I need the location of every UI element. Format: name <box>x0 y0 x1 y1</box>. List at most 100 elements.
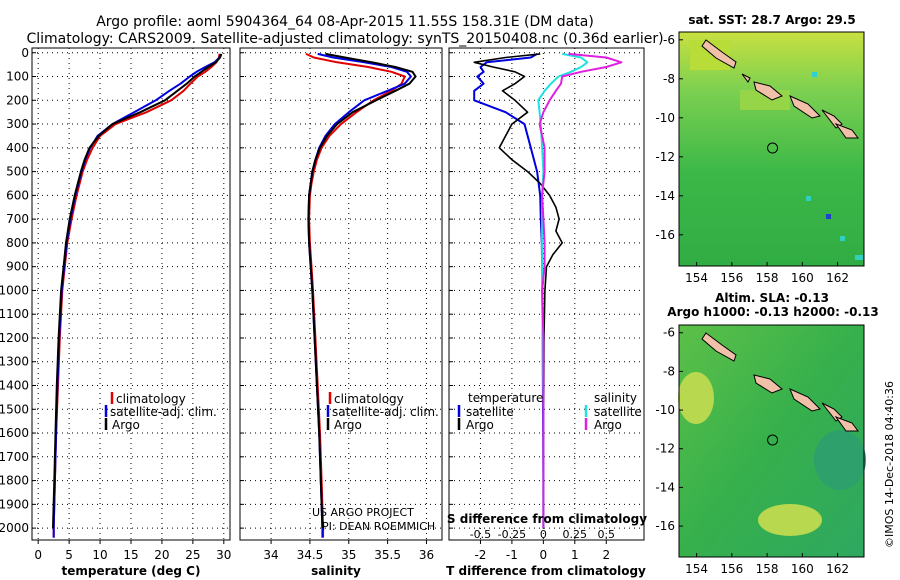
legend-t-argo: Argo <box>466 418 494 432</box>
island-shape <box>789 95 821 119</box>
sst-map-x-ticks: 154 156 158 160 162 <box>685 262 849 285</box>
map-y-tick-label: -12 <box>655 442 675 456</box>
project-annotation-1: US ARGO PROJECT <box>312 506 414 519</box>
salinity-x-ticks: 34 34.5 35 35.5 36 <box>263 540 434 562</box>
x-tick-label: -2 <box>474 548 486 562</box>
sst-map-frame <box>678 31 865 267</box>
header-line-1: Argo profile: aoml 5904364_64 08-Apr-201… <box>96 14 594 30</box>
depth-tick-label: 100 <box>6 70 29 84</box>
sst-cool-pixel <box>812 72 817 77</box>
argo-location-marker <box>767 142 779 154</box>
s-tick-label: -0.25 <box>498 528 526 541</box>
island-shape <box>821 402 843 422</box>
series-line-t-argo <box>473 53 564 529</box>
depth-tick-label: 1400 <box>0 379 29 393</box>
sla-map-y-ticks: -6 -8 -10 -12 -14 -16 <box>655 326 683 533</box>
depth-tick-label: 0 <box>21 46 29 60</box>
salinity-plot-frame <box>239 47 443 541</box>
depth-tick-label: 1000 <box>0 283 29 297</box>
x-tick-label: 0 <box>540 548 548 562</box>
island-shape <box>789 388 821 412</box>
map-x-tick-label: 154 <box>685 271 708 285</box>
island-shape <box>753 81 783 101</box>
legend-t-satellite: satellite <box>466 405 514 419</box>
x-tick-label: 5 <box>65 548 73 562</box>
depth-tick-label: 1100 <box>0 307 29 321</box>
imos-watermark: ©IMOS 14-Dec-2018 04:40:36 <box>883 381 896 548</box>
map-y-tick-label: -6 <box>663 33 675 47</box>
map-y-tick-label: -10 <box>655 403 675 417</box>
difference-grid <box>449 48 644 540</box>
salinity-xlabel: salinity <box>311 564 361 578</box>
salinity-lines <box>305 52 417 538</box>
temperature-x-ticks: 0 5 10 15 20 25 30 <box>34 540 231 562</box>
x-tick-label: 1 <box>571 548 579 562</box>
depth-tick-label: 1800 <box>0 474 29 488</box>
depth-tick-label: 1500 <box>0 402 29 416</box>
x-tick-label: 0 <box>34 548 42 562</box>
temperature-legend-argo: Argo <box>112 418 140 432</box>
depth-tick-label: 200 <box>6 93 29 107</box>
difference-legend: temperature satellite Argo salinity sate… <box>457 391 642 432</box>
map-y-tick-label: -8 <box>663 72 675 86</box>
argo-location-marker <box>767 434 779 446</box>
s-tick-label: 0.25 <box>563 528 588 541</box>
depth-tick-label: 800 <box>6 236 29 250</box>
sst-map-field <box>679 32 864 266</box>
sla-high-patch <box>678 372 714 424</box>
depth-tick-label: 700 <box>6 212 29 226</box>
depth-tick-label: 500 <box>6 165 29 179</box>
sla-map-panel: Altim. SLA: -0.13 Argo h1000: -0.13 h200… <box>655 291 878 576</box>
map-x-tick-label: 156 <box>720 562 743 576</box>
x-tick-label: 10 <box>92 548 107 562</box>
map-x-tick-label: 162 <box>826 562 849 576</box>
sla-map-patches <box>678 372 866 536</box>
series-line-satellite <box>52 53 222 538</box>
salinity-legend: climatology satellite-adj. clim. Argo <box>326 392 439 432</box>
series-line-s-satellite <box>537 52 589 529</box>
sst-map-title: sat. SST: 28.7 Argo: 29.5 <box>688 13 855 27</box>
project-annotation-2: PI: DEAN ROEMMICH <box>322 520 435 533</box>
map-y-tick-label: -16 <box>655 228 675 242</box>
x-tick-label: 15 <box>123 548 138 562</box>
series-line-s-argo <box>538 52 623 529</box>
sla-map-title: Altim. SLA: -0.13 <box>715 291 829 305</box>
difference-lines <box>473 52 623 529</box>
x-tick-label: 30 <box>216 548 231 562</box>
salinity-legend-satellite: satellite-adj. clim. <box>332 405 439 419</box>
sla-map-frame <box>678 324 865 558</box>
depth-tick-label: 600 <box>6 188 29 202</box>
map-x-tick-label: 158 <box>756 271 779 285</box>
map-x-tick-label: 160 <box>791 271 814 285</box>
island-shape <box>741 73 751 83</box>
map-y-tick-label: -16 <box>655 519 675 533</box>
map-y-tick-label: -6 <box>663 326 675 340</box>
sla-map-islands <box>701 332 859 432</box>
x-tick-label: 2 <box>602 548 610 562</box>
depth-tick-label: 1600 <box>0 426 29 440</box>
temperature-panel: 0 5 10 15 20 25 30 temperature (deg C) climato… <box>31 47 231 578</box>
x-tick-label: 34 <box>263 548 278 562</box>
sla-low-patch <box>814 430 866 490</box>
temperature-legend-climatology: climatology <box>116 392 186 406</box>
x-tick-label: 34.5 <box>297 548 324 562</box>
temperature-grid <box>32 48 230 540</box>
sst-map-y-ticks: -6 -8 -10 -12 -14 -16 <box>655 33 683 242</box>
sla-map-x-ticks: 154 156 158 160 162 <box>685 553 849 576</box>
depth-tick-label: 1900 <box>0 497 29 511</box>
series-line-argo <box>307 52 417 529</box>
x-tick-label: 36 <box>419 548 434 562</box>
sla-map-subtitle: Argo h1000: -0.13 h2000: -0.13 <box>667 305 878 319</box>
series-line-satellite <box>307 52 412 538</box>
island-shape <box>834 122 859 139</box>
temperature-xlabel: temperature (deg C) <box>62 564 201 578</box>
depth-tick-label: 900 <box>6 260 29 274</box>
depth-axis-labels: 0 100 200 300 400 500 600 700 800 900 1000 1100 1200… <box>0 46 29 535</box>
depth-tick-label: 300 <box>6 117 29 131</box>
s-tick-label: -0.5 <box>470 528 491 541</box>
sst-cool-pixel <box>840 236 845 241</box>
map-x-tick-label: 158 <box>756 562 779 576</box>
map-y-tick-label: -14 <box>655 189 675 203</box>
depth-tick-label: 1300 <box>0 355 29 369</box>
